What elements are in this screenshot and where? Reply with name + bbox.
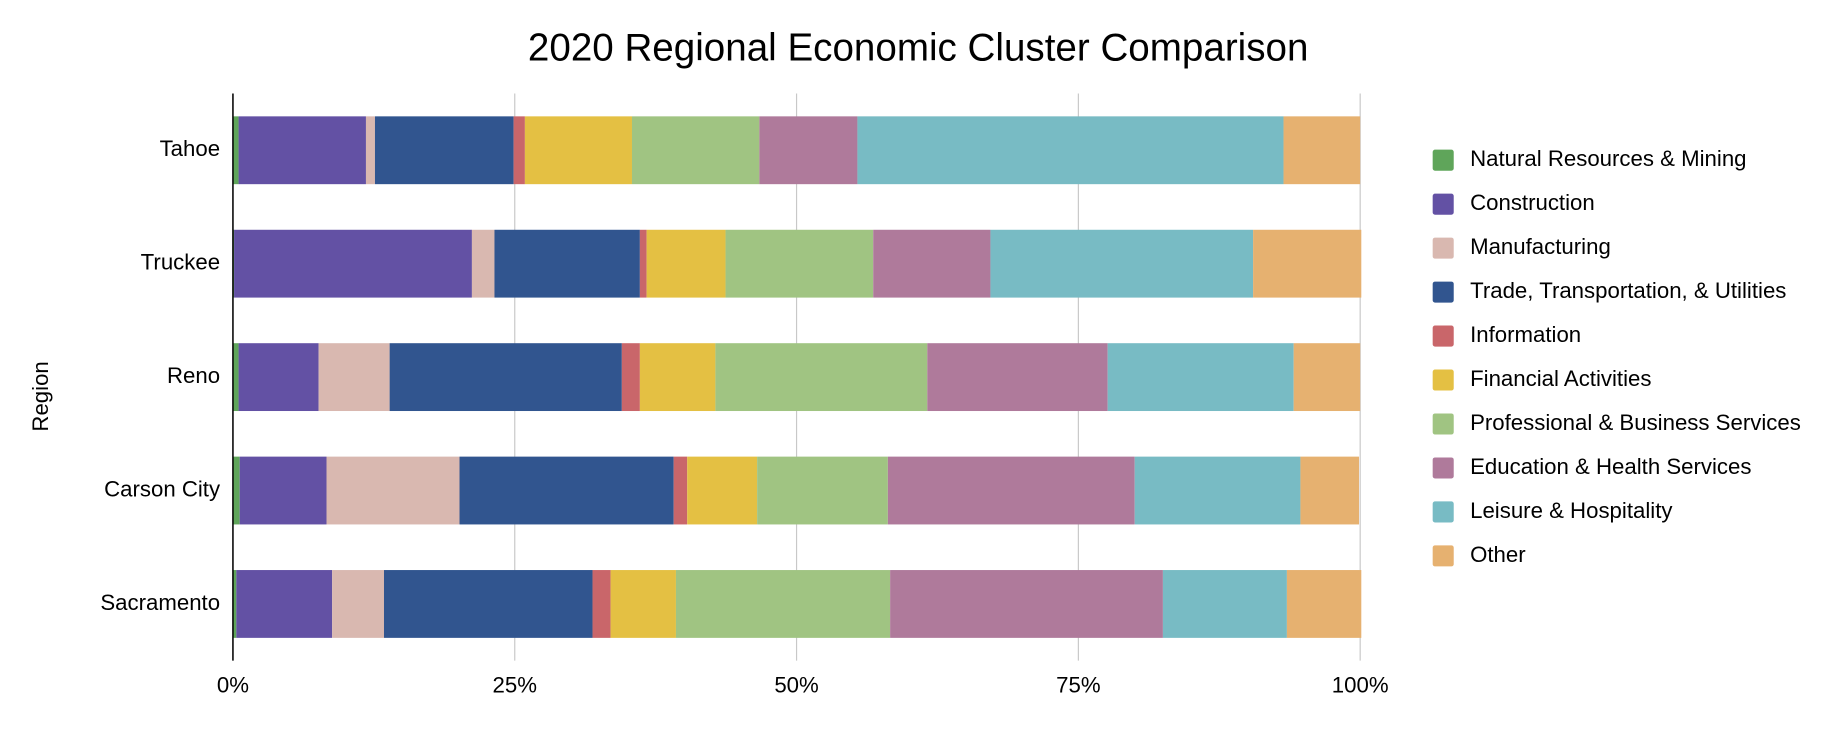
- legend-swatch: [1432, 501, 1454, 523]
- bar-segment: [1107, 343, 1294, 412]
- bar-segment: [610, 570, 676, 638]
- bar-segment: [524, 116, 632, 185]
- legend-swatch: [1432, 193, 1454, 215]
- x-tick-label: 25%: [493, 672, 537, 697]
- chart-title: 2020 Regional Economic Cluster Compariso…: [528, 26, 1309, 69]
- bar-segment: [332, 570, 384, 638]
- bar-segment: [1293, 343, 1361, 412]
- bar-segment: [471, 229, 495, 298]
- bar-segment: [234, 229, 472, 298]
- bar-segment: [383, 570, 593, 638]
- bar-segment: [1286, 570, 1362, 638]
- bar-segment: [459, 456, 674, 525]
- bar-segment: [639, 229, 647, 298]
- bar-segment: [1253, 229, 1362, 298]
- bar-segment: [389, 343, 622, 412]
- bar-segment: [927, 343, 1108, 412]
- legend-swatch: [1432, 545, 1454, 567]
- legend-label: Natural Resources & Mining: [1470, 146, 1746, 171]
- legend-swatch: [1432, 369, 1454, 391]
- x-tick-label: 50%: [774, 672, 818, 697]
- bar-segment: [513, 116, 525, 185]
- legend-swatch: [1432, 325, 1454, 347]
- bar-segment: [326, 456, 460, 525]
- bar-segment: [239, 456, 327, 525]
- bar-segment: [232, 116, 239, 185]
- y-axis-label: Region: [28, 361, 53, 431]
- bar-segment: [1134, 456, 1301, 525]
- x-tick-label: 100%: [1332, 672, 1389, 697]
- bar-segment: [365, 116, 375, 185]
- legend-swatch: [1432, 149, 1454, 171]
- bar-segment: [1300, 456, 1360, 525]
- bar-segment: [725, 229, 874, 298]
- bar-segment: [318, 343, 390, 412]
- bar-segment: [232, 343, 239, 412]
- legend-label: Education & Health Services: [1470, 454, 1751, 479]
- bar-segment: [857, 116, 1284, 185]
- bar-segment: [374, 116, 514, 185]
- bar-segment: [621, 343, 640, 412]
- bar-segment: [887, 456, 1135, 525]
- legend-swatch: [1432, 413, 1454, 435]
- bar-segment: [232, 570, 237, 638]
- bar-segment: [639, 343, 716, 412]
- y-tick-label: Reno: [167, 363, 220, 388]
- bar-segment: [1283, 116, 1361, 185]
- legend-label: Manufacturing: [1470, 234, 1611, 259]
- bar-segment: [990, 229, 1254, 298]
- bar-segment: [646, 229, 726, 298]
- legend-label: Professional & Business Services: [1470, 410, 1801, 435]
- legend-label: Construction: [1470, 190, 1595, 215]
- legend-label: Information: [1470, 322, 1581, 347]
- legend-label: Leisure & Hospitality: [1470, 498, 1673, 523]
- legend-label: Trade, Transportation, & Utilities: [1470, 278, 1786, 303]
- bar-segment: [890, 570, 1163, 638]
- bar-segment: [238, 343, 319, 412]
- y-tick-label: Truckee: [141, 250, 220, 275]
- legend-swatch: [1432, 237, 1454, 259]
- bar-segment: [675, 570, 891, 638]
- bar-segment: [757, 456, 888, 525]
- bar-segment: [238, 116, 366, 185]
- bar-segment: [759, 116, 858, 185]
- bar-segment: [673, 456, 688, 525]
- bar-segment: [687, 456, 758, 525]
- y-tick-label: Sacramento: [100, 590, 220, 615]
- legend-swatch: [1432, 457, 1454, 479]
- bar-segment: [715, 343, 928, 412]
- legend-swatch: [1432, 281, 1454, 303]
- legend-label: Financial Activities: [1470, 366, 1651, 391]
- bar-segment: [1162, 570, 1287, 638]
- legend-label: Other: [1470, 542, 1526, 567]
- y-tick-label: Tahoe: [160, 136, 221, 161]
- bar-segment: [631, 116, 760, 185]
- bar-segment: [232, 456, 240, 525]
- bar-segment: [592, 570, 611, 638]
- x-tick-label: 75%: [1056, 672, 1100, 697]
- bar-segment: [494, 229, 640, 298]
- bar-segment: [873, 229, 991, 298]
- y-tick-label: Carson City: [104, 476, 221, 501]
- x-tick-label: 0%: [217, 672, 249, 697]
- bar-segment: [236, 570, 333, 638]
